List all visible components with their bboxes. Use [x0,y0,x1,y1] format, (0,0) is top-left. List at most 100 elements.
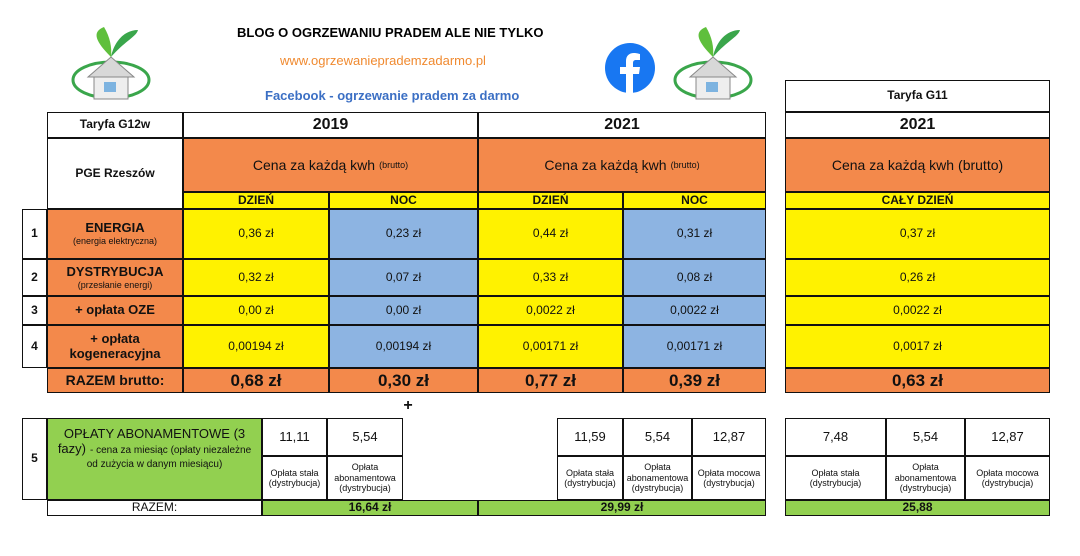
price-cell-text: 0,00 zł [238,302,274,317]
price-note: (brutto) [379,159,409,170]
total-cell-text: 0,68 zł [230,370,282,390]
blog-title: BLOG O OGRZEWANIU PRADEM ALE NIE TYLKO [237,25,544,40]
operator: PGE Rzeszów [47,138,183,209]
period-header: NOC [623,192,766,209]
period-header-text: NOC [681,192,708,207]
price-cell-text: 0,31 zł [676,226,713,241]
year-header: 2021 [785,112,1050,138]
fee-value: 12,87 [692,418,766,456]
price-cell: 0,31 zł [623,209,766,259]
period-header: NOC [329,192,478,209]
price-note: (brutto) [958,156,1004,173]
period-header-text: NOC [390,192,417,207]
price-cell-text: 0,00 zł [385,302,422,317]
row-label: DYSTRYBUCJA (przesłanie energi) [47,259,183,296]
price-cell: 0,08 zł [623,259,766,296]
fee-value-text: 11,59 [574,428,606,444]
row-number: 2 [22,259,47,296]
price-cell-text: 0,37 zł [899,226,936,241]
fee-value: 5,54 [623,418,692,456]
price-cell-text: 0,0022 zł [670,302,719,317]
row-label-text: + opłata OZE [75,302,155,318]
fees-total: 29,99 zł [478,500,766,516]
period-header-text: DZIEŃ [238,192,274,207]
fees-label: OPŁATY ABONAMENTOWE (3 fazy) - cena za mi… [47,418,262,500]
total-cell-text: 0,39 zł [668,370,721,390]
row-label-text: DYSTRYBUCJA [66,263,164,279]
fee-description: Opłata stała (dystrybucja) [785,456,886,500]
price-cell: 0,33 zł [478,259,623,296]
price-header: Cena za każdą kwh (brutto) [183,138,478,192]
fee-value: 5,54 [327,418,403,456]
fee-description-text: Opłata stała (dystrybucja) [268,467,321,488]
fee-value: 11,59 [557,418,623,456]
fees-total-text: 16,64 zł [348,500,392,515]
fees-title: OPŁATY ABONAMENTOWE (3 fazy) [57,426,246,456]
period-header: CAŁY DZIEŃ [785,192,1050,209]
price-header: Cena za każdą kwh (brutto) [785,138,1050,192]
row-label-text: + opłata kogeneracyjna [69,330,161,361]
total-cell: 0,68 zł [183,368,329,393]
row-number: 5 [22,418,47,500]
price-cell: 0,44 zł [478,209,623,259]
house-logo [71,27,151,100]
total-cell: 0,77 zł [478,368,623,393]
period-header: DZIEŃ [478,192,623,209]
tariff-g11-text: Taryfa G11 [887,88,948,103]
house-logo [673,27,753,100]
row-number: 1 [22,209,47,259]
row-sublabel: (energia elektryczna) [72,236,158,247]
price-cell-text: 0,36 zł [238,226,274,241]
fees-note: - cena za miesiąc (opłaty niezależne od … [86,444,252,470]
fee-description: Opłata abonamentowa (dystrybucja) [327,456,403,500]
price-cell-text: 0,0022 zł [526,302,575,317]
price-cell: 0,0022 zł [623,296,766,325]
row-number: 4 [22,325,47,368]
fee-value-text: 5,54 [912,428,939,444]
operator-text: PGE Rzeszów [75,165,155,180]
row-label: + opłata kogeneracyjna [47,325,183,368]
total-cell: 0,39 zł [623,368,766,393]
fee-description: Opłata abonamentowa (dystrybucja) [886,456,965,500]
total-cell-text: 0,30 zł [377,370,430,390]
plus-sign-text: + [403,396,413,414]
fee-description-text: Opłata mocowa (dystrybucja) [976,467,1039,488]
price-label: Cena za każdą kwh [831,156,955,173]
total-cell: 0,63 zł [785,368,1050,393]
fee-value: 5,54 [886,418,965,456]
price-cell-text: 0,00171 zł [666,338,723,353]
facebook-icon[interactable] [604,42,656,94]
row-number-text: 4 [31,338,38,353]
row-number-text: 5 [31,451,38,466]
price-cell: 0,32 zł [183,259,329,296]
fee-value-text: 5,54 [644,428,671,444]
total-cell-text: 0,63 zł [891,370,944,390]
fee-description-text: Opłata abonamentowa (dystrybucja) [626,462,689,494]
period-header-text: CAŁY DZIEŃ [881,192,954,207]
fees-total-label-text: RAZEM: [131,500,178,515]
fee-value-text: 12,87 [991,428,1024,444]
price-cell-text: 0,23 zł [385,226,422,241]
fees-total-text: 29,99 zł [600,500,644,515]
fees-total: 16,64 zł [262,500,478,516]
fee-description-text: Opłata stała (dystrybucja) [564,467,616,488]
price-cell-text: 0,0017 zł [893,338,942,353]
price-label: Cena za każdą kwh [252,156,376,173]
row-number: 3 [22,296,47,325]
fee-description-text: Opłata mocowa (dystrybucja) [697,467,761,488]
period-header-text: DZIEŃ [532,192,569,207]
price-cell: 0,36 zł [183,209,329,259]
fees-total: 25,88 [785,500,1050,516]
fee-description: Opłata abonamentowa (dystrybucja) [623,456,692,500]
row-sublabel: (przesłanie energi) [77,279,153,290]
fee-description: Opłata stała (dystrybucja) [262,456,327,500]
price-cell: 0,00194 zł [183,325,329,368]
fee-value-text: 11,11 [279,428,310,444]
row-number-text: 1 [31,226,38,241]
price-cell-text: 0,26 zł [899,269,936,284]
price-cell-text: 0,00171 zł [522,338,579,353]
year-header-text: 2019 [312,115,349,133]
price-cell: 0,00171 zł [623,325,766,368]
price-cell: 0,0022 zł [785,296,1050,325]
